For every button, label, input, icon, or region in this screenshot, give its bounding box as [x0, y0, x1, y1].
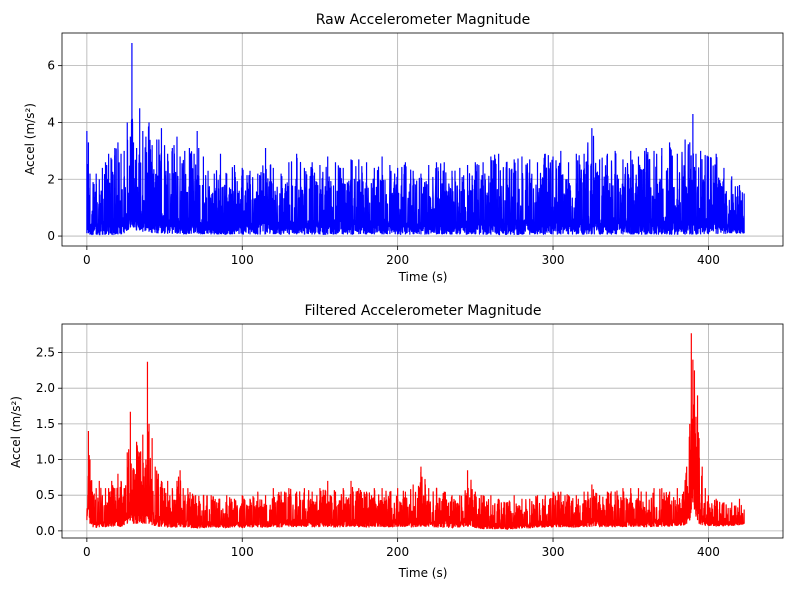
x-ticks: 0 100 200 300 400	[83, 538, 720, 559]
x-ticks: 0 100 200 300 400	[83, 246, 720, 267]
filtered-accelerometer-chart: Filtered Accelerometer Magnitude 0 100 200…	[9, 303, 784, 580]
y-tick-label: 0.5	[36, 488, 55, 502]
y-tick-label: 1.0	[36, 453, 55, 467]
x-tick-label: 100	[231, 545, 254, 559]
y-tick-label: 0	[47, 229, 55, 243]
y-ticks: 0.0 0.5 1.0 1.5 2.0 2.5	[36, 346, 62, 538]
y-axis-label: Accel (m/s²)	[9, 396, 23, 468]
plot-frame	[61, 323, 784, 539]
x-tick-label: 300	[542, 545, 565, 559]
plot-frame	[61, 32, 784, 247]
y-tick-label: 0.0	[36, 524, 55, 538]
x-tick-label: 300	[542, 253, 565, 267]
x-axis-label: Time (s)	[398, 566, 448, 580]
y-axis-label: Accel (m/s²)	[23, 103, 37, 175]
chart-title: Filtered Accelerometer Magnitude	[305, 303, 542, 319]
y-tick-label: 2.5	[36, 346, 55, 360]
series-line	[86, 333, 745, 530]
series-raw	[86, 42, 745, 236]
y-tick-label: 1.5	[36, 417, 55, 431]
series-filtered	[86, 333, 745, 530]
grid	[62, 324, 783, 538]
y-tick-label: 4	[47, 115, 55, 129]
x-tick-label: 0	[83, 253, 91, 267]
series-line	[86, 42, 745, 236]
x-tick-label: 200	[386, 545, 409, 559]
x-tick-label: 0	[83, 545, 91, 559]
x-tick-label: 200	[386, 253, 409, 267]
y-tick-label: 2	[47, 172, 55, 186]
y-tick-label: 2.0	[36, 381, 55, 395]
x-axis-label: Time (s)	[398, 270, 448, 284]
x-tick-label: 400	[697, 253, 720, 267]
y-tick-label: 6	[47, 59, 55, 73]
x-tick-label: 400	[697, 545, 720, 559]
x-tick-label: 100	[231, 253, 254, 267]
y-ticks: 0 2 4 6	[47, 59, 62, 243]
raw-accelerometer-chart: Raw Accelerometer Magnitude 0 100 200 300 40…	[23, 12, 784, 284]
chart-title: Raw Accelerometer Magnitude	[316, 12, 530, 28]
